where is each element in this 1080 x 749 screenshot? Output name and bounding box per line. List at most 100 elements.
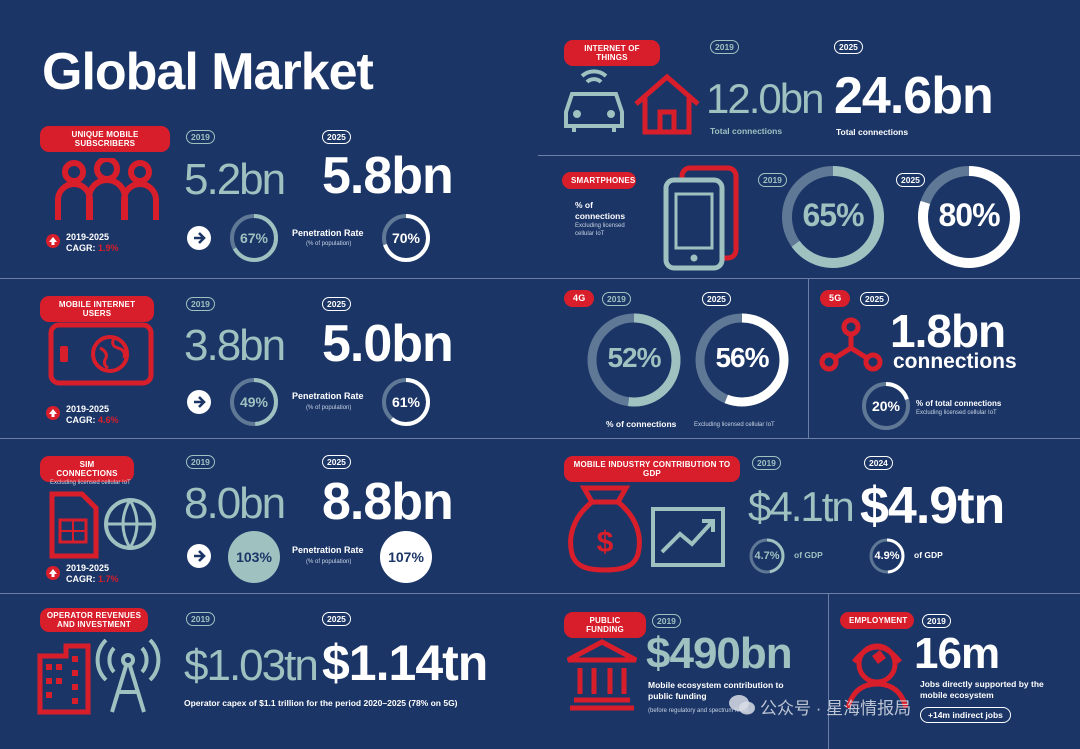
iot-year-1: 2019 bbox=[710, 40, 739, 54]
internet-tag: Mobile internet users bbox=[40, 296, 154, 322]
4g-label: % of connections bbox=[606, 419, 677, 429]
funding-tag: Public funding bbox=[564, 612, 646, 638]
smartphones-ring-1 bbox=[782, 166, 884, 268]
car-icon bbox=[564, 69, 624, 132]
4g-sub: Excluding licensed cellular IoT bbox=[694, 422, 775, 428]
gdp-year-1: 2019 bbox=[752, 456, 781, 470]
home-icon bbox=[634, 73, 700, 135]
phone-globe-icon bbox=[48, 322, 154, 386]
5g-pct-sub: Excluding licensed cellular IoT bbox=[916, 410, 997, 416]
subscribers-pen-ring-1 bbox=[230, 214, 278, 262]
iot-2025-value: 24.6bn bbox=[834, 67, 994, 125]
buildings-antenna-icon bbox=[37, 638, 161, 715]
smartphones-tag: Smartphones bbox=[562, 172, 636, 189]
employment-year: 2019 bbox=[922, 614, 951, 628]
gdp-2019-value: $4.1tn bbox=[748, 483, 855, 530]
internet-cagr: 2019-2025 CAGR: 4.6% bbox=[66, 404, 119, 425]
sim-pen-disc-2 bbox=[380, 531, 432, 583]
trend-chart-icon bbox=[651, 507, 725, 567]
operator-2019-value: $1.03tn bbox=[184, 641, 319, 690]
smartphones-year-1: 2019 bbox=[758, 173, 787, 187]
sim-pen-disc-1 bbox=[228, 531, 280, 583]
subscribers-pen-sub: (% of population) bbox=[306, 241, 352, 247]
gdp-pct-2-label: of GDP bbox=[914, 550, 943, 560]
subscribers-pen-label: Penetration Rate bbox=[292, 228, 364, 238]
smartphones-sub: Excluding licensed cellular IoT bbox=[575, 223, 625, 237]
4g-ring-1 bbox=[587, 313, 681, 407]
internet-pen-2: 61% bbox=[391, 394, 421, 410]
arrow-right-icon bbox=[187, 390, 211, 414]
subscribers-cagr: 2019-2025 CAGR: 1.9% bbox=[66, 232, 119, 253]
sim-2025-value: 8.8bn bbox=[322, 473, 454, 531]
arrow-right-icon bbox=[187, 226, 211, 250]
iot-year-2: 2025 bbox=[834, 40, 863, 54]
funding-year: 2019 bbox=[652, 614, 681, 628]
4g-ring-2 bbox=[695, 313, 789, 407]
internet-2019-value: 3.8bn bbox=[184, 321, 286, 370]
5g-pct: 20% bbox=[871, 398, 901, 414]
subscribers-2025-value: 5.8bn bbox=[322, 147, 454, 205]
internet-pen-1: 49% bbox=[239, 394, 269, 410]
sim-pen-2: 107% bbox=[388, 549, 424, 565]
4g-pct-1: 52% bbox=[607, 342, 661, 373]
money-bag-icon: $ bbox=[568, 485, 642, 573]
subscribers-pen-ring-2 bbox=[382, 214, 430, 262]
arrow-right-icon bbox=[187, 544, 211, 568]
people-icon bbox=[55, 158, 159, 220]
4g-tag: 4G bbox=[564, 290, 594, 307]
employment-extra: +14m indirect jobs bbox=[920, 707, 1011, 723]
5g-value: 1.8bn bbox=[890, 305, 1006, 357]
operator-year-2: 2025 bbox=[322, 612, 351, 626]
4g-pct-2: 56% bbox=[715, 342, 769, 373]
subscribers-tag: Unique mobile subscribers bbox=[40, 126, 170, 152]
bank-icon bbox=[566, 639, 638, 711]
gdp-ring-2 bbox=[869, 538, 905, 574]
subscribers-year-1: 2019 bbox=[186, 130, 215, 144]
4g-year-1: 2019 bbox=[602, 292, 631, 306]
sim-note: Excluding licensed cellular IoT bbox=[50, 480, 131, 486]
5g-value-label: connections bbox=[893, 350, 1017, 373]
gdp-pct-2: 4.9% bbox=[874, 550, 900, 562]
internet-pen-sub: (% of population) bbox=[306, 405, 352, 411]
sim-tag: SIM connections bbox=[40, 456, 134, 482]
iot-2025-label: Total connections bbox=[836, 127, 909, 137]
internet-year-1: 2019 bbox=[186, 297, 215, 311]
page-title: Global Market bbox=[42, 43, 374, 101]
smartphones-ring-2 bbox=[918, 166, 1020, 268]
up-arrow-icon bbox=[46, 406, 60, 420]
smartphones-year-2: 2025 bbox=[896, 173, 925, 187]
internet-pen-label: Penetration Rate bbox=[292, 391, 364, 401]
sim-cagr: 2019-2025 CAGR: 1.7% bbox=[66, 563, 119, 584]
internet-2025-value: 5.0bn bbox=[322, 315, 454, 373]
wechat-icon bbox=[729, 695, 755, 715]
sim-year-2: 2025 bbox=[322, 455, 351, 469]
funding-sub: (before regulatory and spectrum fees) bbox=[648, 708, 749, 714]
operator-note: Operator capex of $1.1 trillion for the … bbox=[184, 698, 458, 708]
worker-icon bbox=[845, 643, 909, 709]
iot-2019-label: Total connections bbox=[710, 126, 783, 136]
smartphone-icon bbox=[663, 165, 739, 271]
sim-year-1: 2019 bbox=[186, 455, 215, 469]
funding-value: $490bn bbox=[646, 629, 793, 678]
gdp-pct-1-label: of GDP bbox=[794, 550, 823, 560]
internet-pen-ring-1 bbox=[230, 378, 278, 426]
employment-tag: Employment bbox=[840, 612, 914, 629]
up-arrow-icon bbox=[46, 234, 60, 248]
operator-tag: Operator revenues and investment bbox=[40, 608, 148, 632]
sim-2019-value: 8.0bn bbox=[184, 479, 286, 528]
iot-tag: Internet of things bbox=[564, 40, 660, 66]
smartphones-label: % of connections bbox=[575, 200, 626, 221]
subscribers-pen-2: 70% bbox=[391, 230, 421, 246]
sim-pen-1: 103% bbox=[236, 549, 272, 565]
subscribers-year-2: 2025 bbox=[322, 130, 351, 144]
employment-label: Jobs directly supported by the mobile ec… bbox=[920, 679, 1044, 700]
svg-text:$: $ bbox=[597, 526, 614, 559]
gdp-tag: Mobile industry contribution to GDP bbox=[564, 456, 740, 482]
funding-label: Mobile ecosystem contribution to public … bbox=[648, 680, 784, 701]
4g-year-2: 2025 bbox=[702, 292, 731, 306]
smartphones-pct-2: 80% bbox=[938, 197, 1000, 233]
internet-pen-ring-2 bbox=[382, 378, 430, 426]
up-arrow-icon bbox=[46, 566, 60, 580]
network-nodes-icon bbox=[819, 317, 883, 372]
sim-pen-label: Penetration Rate bbox=[292, 545, 364, 555]
